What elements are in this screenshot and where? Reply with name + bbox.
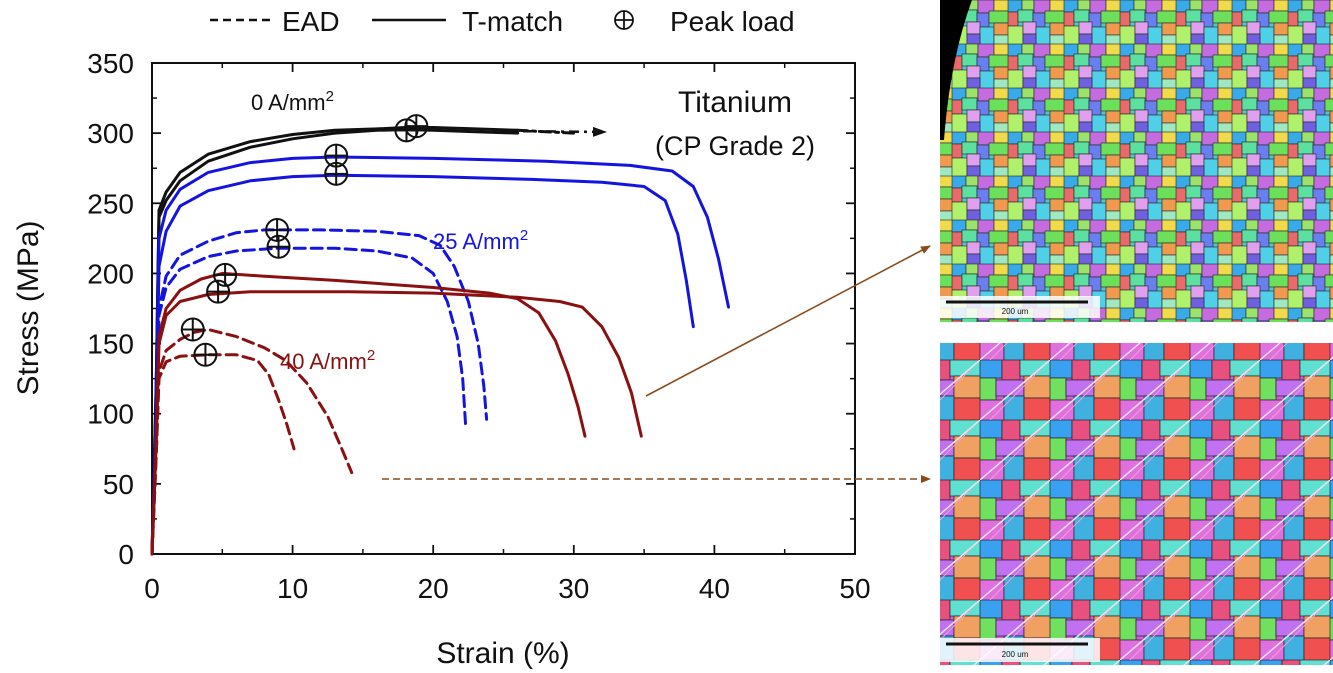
y-tick-label: 50 — [103, 469, 134, 500]
stress-strain-curve — [150, 246, 467, 556]
peak-load-markers — [180, 114, 429, 367]
peak-load-marker — [404, 114, 429, 139]
y-tick-label: 350 — [87, 48, 134, 79]
x-tick-label: 30 — [558, 573, 589, 604]
y-tick-label: 150 — [87, 329, 134, 360]
scale-label-bottom: 200 um — [1002, 650, 1029, 659]
stress-strain-curve — [150, 271, 587, 556]
extension-arrow — [499, 126, 607, 137]
peak-load-marker — [193, 342, 218, 367]
y-tick-label: 0 — [118, 539, 134, 570]
x-tick-label: 20 — [418, 573, 449, 604]
peak-load-marker — [324, 161, 349, 186]
label-40-current: 40 A/mm2 — [280, 347, 375, 374]
stress-strain-curve — [150, 126, 520, 556]
pointer-arrow-top — [645, 245, 931, 397]
material-title: Titanium — [678, 86, 792, 119]
x-tick-label: 0 — [144, 573, 160, 604]
peak-load-marker — [206, 279, 231, 304]
curves — [150, 126, 730, 556]
peak-load-marker — [180, 317, 205, 342]
micrograph-bottom: 200 um — [940, 343, 1333, 665]
peak-load-marker — [266, 234, 291, 259]
legend-peak-label: Peak load — [670, 6, 795, 37]
label-25-current: 25 A/mm2 — [433, 227, 528, 254]
stress-strain-curve — [150, 353, 296, 556]
legend-tmatch-label: T-match — [462, 6, 563, 37]
stress-strain-curve — [150, 155, 730, 556]
material-subtitle: (CP Grade 2) — [655, 131, 815, 161]
micrograph-top: 200 um — [940, 0, 1333, 322]
x-tick-label: 40 — [699, 573, 730, 604]
stress-strain-curve — [150, 128, 520, 556]
x-axis-label: Strain (%) — [436, 637, 569, 670]
legend-peak-marker-icon — [614, 10, 634, 30]
y-tick-label: 100 — [87, 399, 134, 430]
stress-strain-curve — [150, 328, 354, 556]
x-tick-label: 50 — [839, 573, 870, 604]
y-axis-label: Stress (MPa) — [12, 220, 45, 395]
legend-ead-label: EAD — [282, 6, 340, 37]
y-tick-label: 300 — [87, 118, 134, 149]
legend: EAD T-match Peak load — [210, 6, 795, 37]
peak-load-marker — [265, 217, 290, 242]
stress-strain-curve — [150, 290, 643, 556]
scale-label-top: 200 um — [1002, 307, 1029, 316]
axes: 0 10 20 30 40 50 0 50 100 150 200 250 300 350 — [87, 48, 870, 604]
y-tick-label: 200 — [87, 258, 134, 289]
stress-strain-curve — [150, 173, 695, 556]
y-tick-label: 250 — [87, 188, 134, 219]
stress-strain-curve — [150, 228, 489, 556]
label-0-current: 0 A/mm2 — [251, 88, 334, 115]
x-tick-label: 10 — [277, 573, 308, 604]
